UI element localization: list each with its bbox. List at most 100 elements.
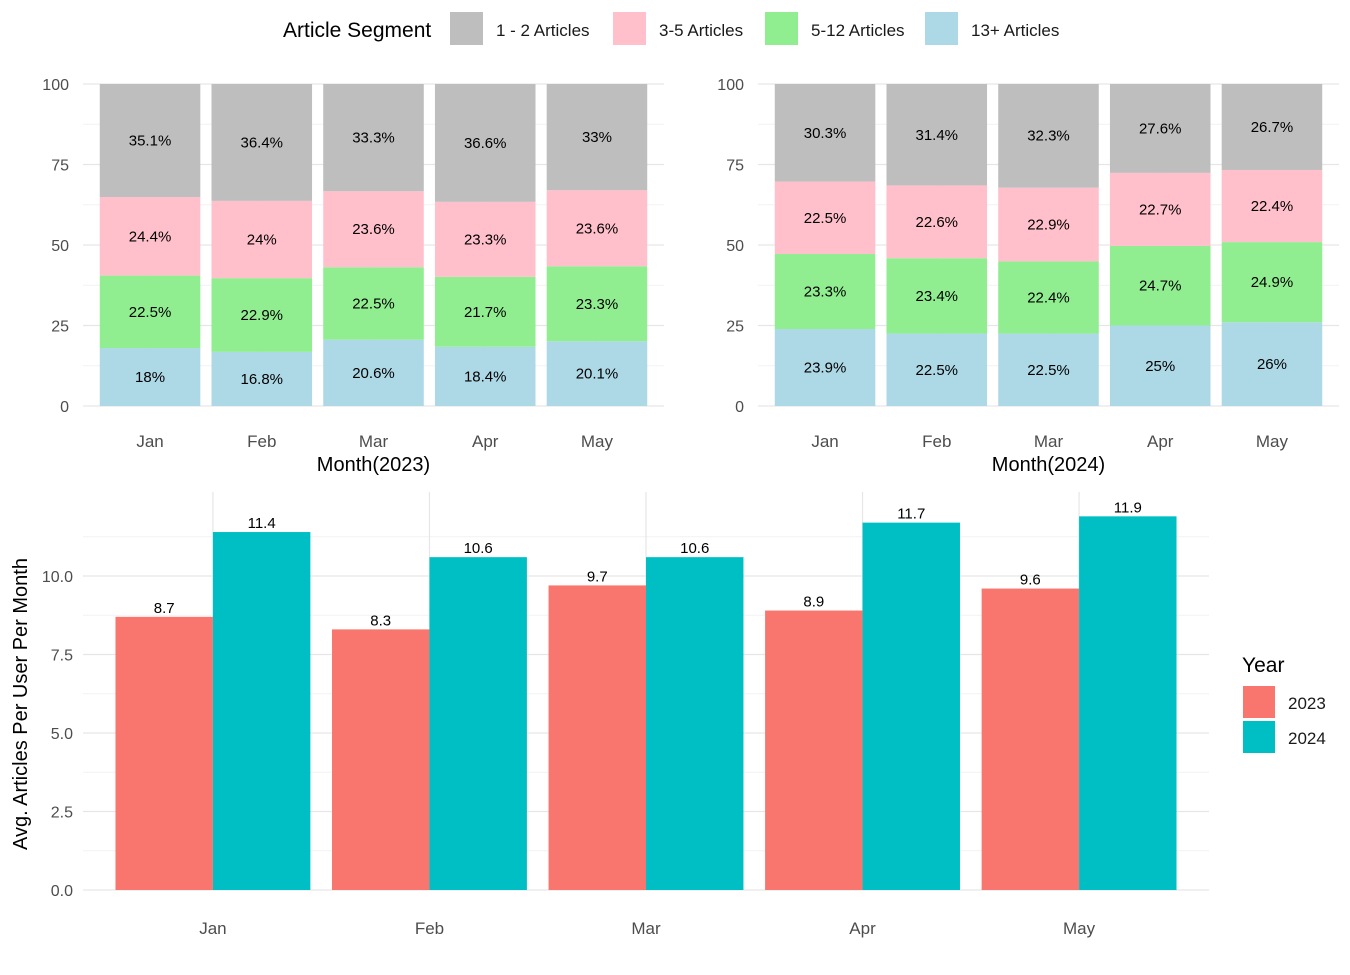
segment-value-label: 31.4% — [915, 127, 958, 144]
year-bar — [1079, 516, 1177, 890]
x-axis-title: Month(2023) — [317, 454, 430, 476]
x-tick-label: May — [581, 432, 614, 451]
x-axis-title: Month(2024) — [992, 454, 1105, 476]
segment-value-label: 22.5% — [1027, 362, 1070, 379]
x-tick-label: Mar — [1034, 432, 1064, 451]
stacked-bar-segment — [1221, 84, 1323, 170]
stacked-bar-segment — [998, 261, 1099, 334]
segment-value-label: 22.9% — [1027, 217, 1070, 234]
year-legend-key — [1243, 686, 1275, 718]
y-tick-label: 25 — [51, 319, 69, 336]
stacked-bar-segment — [774, 181, 876, 255]
segment-value-label: 30.3% — [804, 125, 847, 142]
segment-value-label: 16.8% — [240, 371, 283, 388]
x-tick-label: Jan — [811, 432, 838, 451]
segment-value-label: 23.9% — [804, 360, 847, 377]
segment-legend-label: 13+ Articles — [971, 21, 1059, 40]
stacked-bar-segment — [774, 254, 876, 330]
segment-value-label: 24% — [247, 232, 277, 249]
segment-value-label: 36.6% — [464, 135, 507, 152]
bar-value-label: 11.4 — [248, 515, 276, 532]
segment-value-label: 33.3% — [352, 130, 395, 147]
stacked-bar-segment — [1109, 172, 1211, 246]
bar-value-label: 9.6 — [1020, 572, 1041, 589]
stacked-bar-segment — [434, 201, 536, 277]
segment-value-label: 22.5% — [915, 362, 958, 379]
stacked-bar-segment — [1221, 169, 1323, 243]
segment-value-label: 32.3% — [1027, 128, 1070, 145]
segment-value-label: 24.7% — [1139, 278, 1182, 295]
stacked-bar-segment — [434, 276, 536, 347]
stacked-bar-segment — [1109, 245, 1211, 326]
segment-value-label: 24.9% — [1251, 274, 1294, 291]
stacked-bar-segment — [323, 267, 424, 340]
year-legend-key — [1243, 721, 1275, 753]
year-bar — [646, 557, 744, 890]
year-bar — [981, 588, 1080, 890]
x-tick-label: Jan — [199, 919, 226, 938]
segment-value-label: 22.7% — [1139, 201, 1182, 218]
bar-value-label: 10.6 — [464, 540, 493, 557]
y-tick-label: 0 — [735, 399, 744, 416]
segment-legend-key — [450, 12, 483, 45]
segment-value-label: 22.9% — [240, 307, 283, 324]
segment-value-label: 18% — [135, 369, 165, 386]
segment-legend: Article Segment 1 - 2 Articles 3-5 Article… — [283, 12, 1059, 45]
stacked-bar-segment — [546, 190, 648, 267]
stacked-bar-segment — [774, 84, 876, 182]
segment-legend-title: Article Segment — [283, 19, 431, 42]
y-tick-label: 75 — [726, 158, 744, 175]
bar-value-label: 8.3 — [370, 612, 391, 629]
stacked-bar-segment — [546, 266, 648, 342]
segment-legend-label: 1 - 2 Articles — [496, 21, 590, 40]
year-bar — [332, 629, 430, 890]
segment-value-label: 22.4% — [1027, 289, 1070, 306]
x-tick-label: Mar — [359, 432, 389, 451]
grouped-bar-panel: 8.7 11.4 8.3 10.6 9.7 10.6 8.9 11.7 9.6 11.9 0.0 2.… — [10, 492, 1209, 938]
x-tick-label: Apr — [472, 432, 499, 451]
year-bar — [765, 610, 863, 890]
y-tick-label: 5.0 — [51, 726, 73, 743]
segment-value-label: 20.1% — [576, 366, 619, 383]
segment-value-label: 23.3% — [804, 284, 847, 301]
segment-value-label: 20.6% — [352, 365, 395, 382]
stacked-bar-segment — [886, 258, 988, 334]
bar-value-label: 10.6 — [680, 540, 709, 557]
y-tick-label: 0.0 — [51, 883, 73, 900]
bar-value-label: 9.7 — [587, 568, 608, 585]
year-bar — [212, 532, 311, 890]
stacked-bar-segment — [546, 341, 648, 406]
segment-value-label: 23.4% — [915, 288, 958, 305]
year-bar — [429, 557, 527, 890]
y-tick-label: 75 — [51, 158, 69, 175]
segment-value-label: 27.6% — [1139, 120, 1182, 137]
x-tick-label: Feb — [247, 432, 276, 451]
y-axis-title: Avg. Articles Per User Per Month — [10, 558, 32, 850]
segment-legend-key — [765, 12, 798, 45]
stacked-bar-segment — [1221, 322, 1323, 406]
stacked-bar-segment — [323, 339, 424, 406]
segment-value-label: 21.7% — [464, 304, 507, 321]
y-tick-label: 50 — [726, 238, 744, 255]
x-tick-label: Jan — [136, 432, 163, 451]
stacked-bar-segment — [998, 333, 1099, 406]
stacked-bar-segment — [323, 191, 424, 268]
year-legend-title: Year — [1242, 654, 1284, 677]
bar-value-label: 8.7 — [154, 600, 175, 617]
x-tick-label: Feb — [922, 432, 951, 451]
segment-value-label: 26% — [1257, 356, 1287, 373]
segment-legend-label: 5-12 Articles — [811, 21, 905, 40]
year-bar — [115, 616, 213, 890]
y-tick-label: 10.0 — [42, 569, 73, 586]
segment-legend-key — [925, 12, 958, 45]
y-tick-label: 7.5 — [51, 648, 73, 665]
segment-value-label: 23.3% — [464, 231, 507, 248]
segment-value-label: 23.3% — [576, 296, 619, 313]
segment-value-label: 36.4% — [240, 134, 283, 151]
stacked-bar-segment — [774, 329, 876, 406]
year-bar — [862, 522, 960, 890]
y-tick-label: 2.5 — [51, 805, 73, 822]
bar-value-label: 11.7 — [897, 506, 925, 523]
segment-value-label: 22.5% — [129, 304, 172, 321]
